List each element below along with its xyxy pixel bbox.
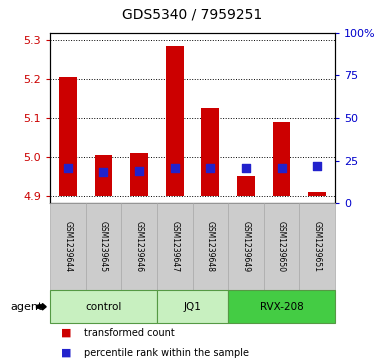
Bar <box>130 153 148 196</box>
Bar <box>237 176 255 196</box>
Bar <box>228 290 335 323</box>
Bar <box>85 203 121 290</box>
Point <box>314 164 320 170</box>
Text: GSM1239649: GSM1239649 <box>241 221 250 272</box>
Bar <box>300 203 335 290</box>
Bar <box>273 122 290 196</box>
Text: ■: ■ <box>62 328 72 338</box>
Bar <box>157 290 228 323</box>
Bar <box>121 203 157 290</box>
Text: control: control <box>85 302 122 312</box>
Bar <box>157 203 192 290</box>
Text: GSM1239648: GSM1239648 <box>206 221 215 272</box>
Bar <box>228 203 264 290</box>
Point <box>65 165 71 171</box>
Text: GSM1239645: GSM1239645 <box>99 221 108 272</box>
Point <box>100 170 107 175</box>
Bar <box>50 203 85 290</box>
Point <box>243 166 249 171</box>
Text: GSM1239651: GSM1239651 <box>313 221 321 272</box>
Text: GSM1239650: GSM1239650 <box>277 221 286 272</box>
Bar <box>50 290 157 323</box>
Bar <box>166 46 184 196</box>
Text: GSM1239646: GSM1239646 <box>135 221 144 272</box>
Text: JQ1: JQ1 <box>184 302 201 312</box>
Text: transformed count: transformed count <box>84 328 175 338</box>
Text: GSM1239647: GSM1239647 <box>170 221 179 272</box>
Text: agent: agent <box>10 302 42 312</box>
Point <box>278 166 285 171</box>
Text: ■: ■ <box>62 348 72 358</box>
Point <box>172 165 178 171</box>
Bar <box>59 77 77 196</box>
Bar <box>192 203 228 290</box>
Point <box>136 168 142 174</box>
Text: GDS5340 / 7959251: GDS5340 / 7959251 <box>122 8 263 22</box>
Text: GSM1239644: GSM1239644 <box>64 221 72 272</box>
Point <box>207 166 213 171</box>
Text: RVX-208: RVX-208 <box>259 302 303 312</box>
Bar <box>95 155 112 196</box>
Bar <box>201 108 219 196</box>
Bar <box>264 203 300 290</box>
Bar <box>308 192 326 196</box>
Text: percentile rank within the sample: percentile rank within the sample <box>84 348 249 358</box>
